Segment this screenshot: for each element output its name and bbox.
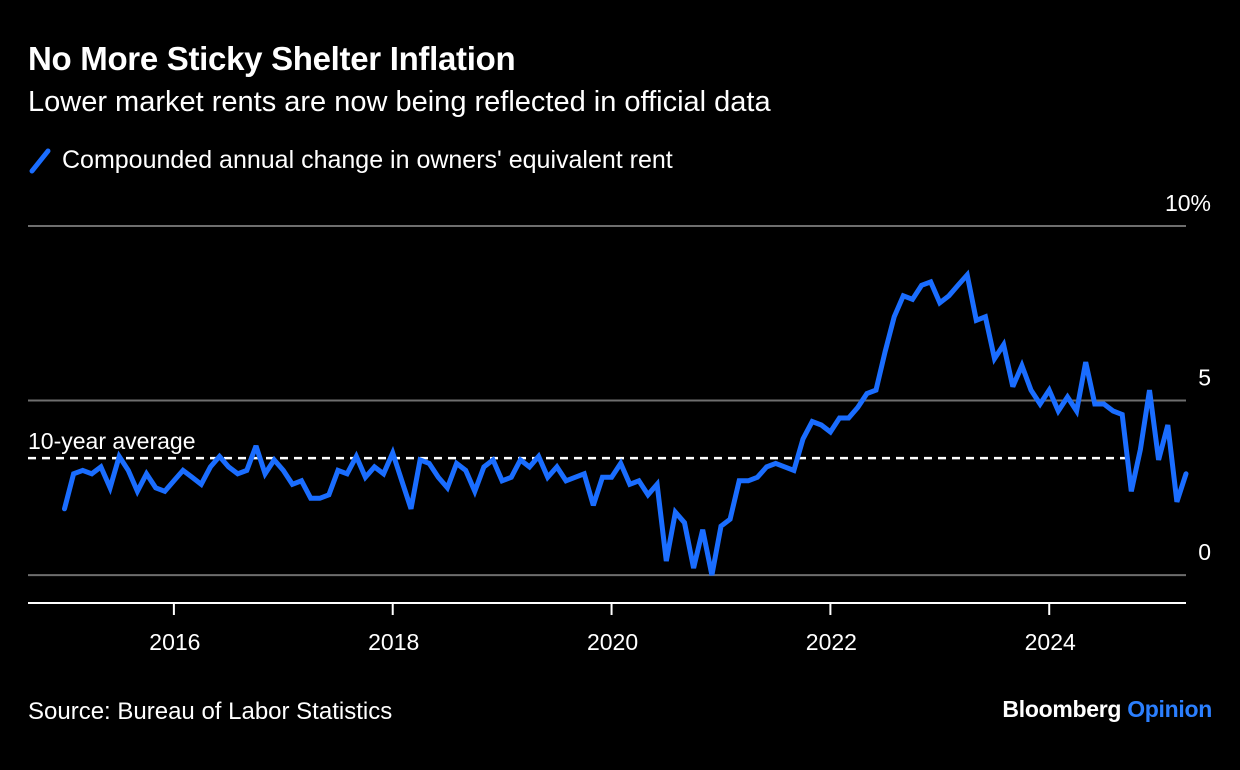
chart-subtitle: Lower market rents are now being reflect… <box>28 86 771 118</box>
y-tick-label-10: 10% <box>1165 190 1211 216</box>
legend: Compounded annual change in owners' equi… <box>28 146 673 175</box>
legend-swatch <box>29 148 51 173</box>
chart-title: No More Sticky Shelter Inflation <box>28 40 516 77</box>
x-tick-label-2020: 2020 <box>587 629 638 655</box>
x-tick-label-2024: 2024 <box>1025 629 1076 655</box>
brand-main: Bloomberg <box>1002 696 1122 722</box>
average-line-label: 10-year average <box>28 428 196 454</box>
y-tick-label-0: 0 <box>1198 539 1211 565</box>
brand-accent: Opinion <box>1127 696 1212 722</box>
legend-label: Compounded annual change in owners' equi… <box>62 146 673 174</box>
x-tick-label-2016: 2016 <box>149 629 200 655</box>
line-chart: 10% 5 0 2016 2018 2020 2022 2024 10-year average <box>28 190 1211 655</box>
brand-logo: Bloomberg Opinion <box>1002 696 1212 723</box>
source-note: Source: Bureau of Labor Statistics <box>28 698 393 725</box>
legend-swatch-line <box>29 148 51 173</box>
y-tick-label-5: 5 <box>1198 365 1211 391</box>
x-tick-label-2022: 2022 <box>806 629 857 655</box>
series-line-0 <box>62 269 1189 576</box>
x-tick-label-2018: 2018 <box>368 629 419 655</box>
